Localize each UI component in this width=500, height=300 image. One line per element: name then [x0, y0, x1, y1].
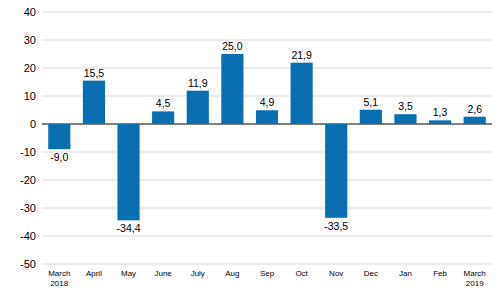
x-tick-label-line: 2019	[466, 279, 484, 288]
bar	[291, 63, 313, 124]
y-tick-label: -20	[20, 174, 36, 186]
y-tick-label: 10	[24, 90, 36, 102]
x-tick-label: Feb	[433, 269, 447, 278]
x-tick-label-line: March	[464, 269, 486, 278]
grid-line	[42, 40, 492, 41]
bar	[360, 110, 382, 124]
x-tick-label-line: Feb	[433, 269, 447, 278]
x-tick-label: July	[191, 269, 205, 278]
y-tick-label: -40	[20, 230, 36, 242]
bar	[429, 120, 451, 124]
x-tick-label-line: April	[86, 269, 102, 278]
bar	[325, 124, 347, 218]
data-label: 3,5	[398, 100, 413, 112]
y-tick-label: 30	[24, 34, 36, 46]
data-label: 15,5	[84, 67, 105, 79]
bar	[394, 114, 416, 124]
bar	[83, 81, 105, 124]
x-tick-label-line: Dec	[364, 269, 378, 278]
data-label: -9,0	[50, 151, 68, 163]
x-tick-label: June	[154, 269, 172, 278]
x-tick-label: Jan	[399, 269, 412, 278]
x-tick-label: Dec	[364, 269, 378, 278]
x-tick-label-line: May	[121, 269, 136, 278]
y-tick-label: 20	[24, 62, 36, 74]
chart: -50 -40 -30 -20 -10 0 10 20 30 40 -9,0 15,5 -34,4 4,5…	[0, 0, 500, 300]
grid-line	[42, 68, 492, 69]
data-label: -34,4	[117, 222, 141, 234]
x-tick-label-line: March	[48, 269, 70, 278]
grid-line	[42, 152, 492, 153]
grid-line	[42, 208, 492, 209]
grid-line	[42, 12, 492, 13]
x-tick-label: Oct	[295, 269, 308, 278]
y-tick-label: -10	[20, 146, 36, 158]
bar	[48, 124, 70, 149]
data-label: 1,3	[433, 106, 448, 118]
bar	[256, 110, 278, 124]
x-tick-label: Sep	[260, 269, 275, 278]
bar	[464, 117, 486, 124]
x-tick-label-line: July	[191, 269, 205, 278]
x-tick-label: April	[86, 269, 102, 278]
x-tick-label-line: Jan	[399, 269, 412, 278]
x-tick-label-line: 2018	[50, 279, 68, 288]
x-tick-label: Aug	[225, 269, 239, 278]
grid-line	[42, 264, 492, 265]
x-tick-label-line: Aug	[225, 269, 239, 278]
bar	[117, 124, 139, 220]
y-tick-label: -30	[20, 202, 36, 214]
data-label: -33,5	[324, 220, 348, 232]
data-label: 4,9	[260, 96, 275, 108]
y-tick-label: 40	[24, 6, 36, 18]
x-tick-label-line: June	[154, 269, 172, 278]
x-tick-label-line: Oct	[295, 269, 308, 278]
bar	[221, 54, 243, 124]
grid-line	[42, 180, 492, 181]
x-tick-label: March2018	[48, 269, 70, 288]
grid-line	[42, 236, 492, 237]
y-tick-label: 0	[30, 118, 36, 130]
bar	[152, 111, 174, 124]
x-tick-label: Nov	[329, 269, 343, 278]
y-tick-label: -50	[20, 258, 36, 270]
bars	[48, 54, 486, 220]
data-label: 21,9	[291, 49, 312, 61]
data-label: 11,9	[188, 77, 208, 89]
x-tick-label-line: Nov	[329, 269, 343, 278]
data-label: 5,1	[364, 96, 379, 108]
x-tick-label-line: Sep	[260, 269, 275, 278]
data-label: 2,6	[467, 103, 482, 115]
bar	[187, 91, 209, 124]
data-label: 4,5	[156, 97, 171, 109]
x-tick-label: May	[121, 269, 136, 278]
x-tick-label: March2019	[464, 269, 486, 288]
data-label: 25,0	[222, 40, 243, 52]
